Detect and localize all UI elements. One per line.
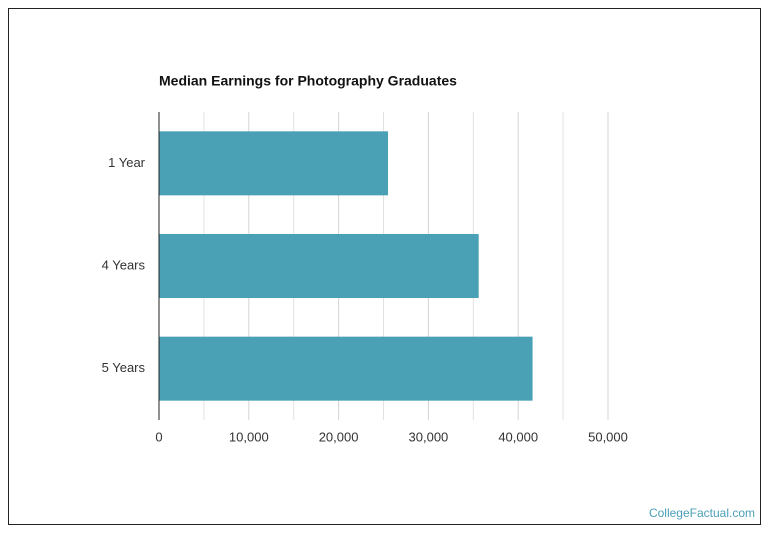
x-tick-label: 50,000 (588, 429, 628, 444)
x-tick-label: 10,000 (229, 429, 269, 444)
y-tick-label: 1 Year (108, 155, 146, 170)
x-tick-label: 20,000 (319, 429, 359, 444)
x-tick-label: 0 (155, 429, 162, 444)
x-tick-label: 30,000 (409, 429, 449, 444)
y-tick-label: 5 Years (102, 360, 146, 375)
x-tick-label: 40,000 (498, 429, 538, 444)
source[interactable]: CollegeFactual.com (649, 506, 755, 520)
y-tick-label: 4 Years (102, 257, 146, 272)
bar (159, 131, 388, 196)
bar (159, 336, 533, 401)
bar (159, 234, 479, 298)
chart-title: Median Earnings for Photography Graduate… (159, 73, 457, 89)
